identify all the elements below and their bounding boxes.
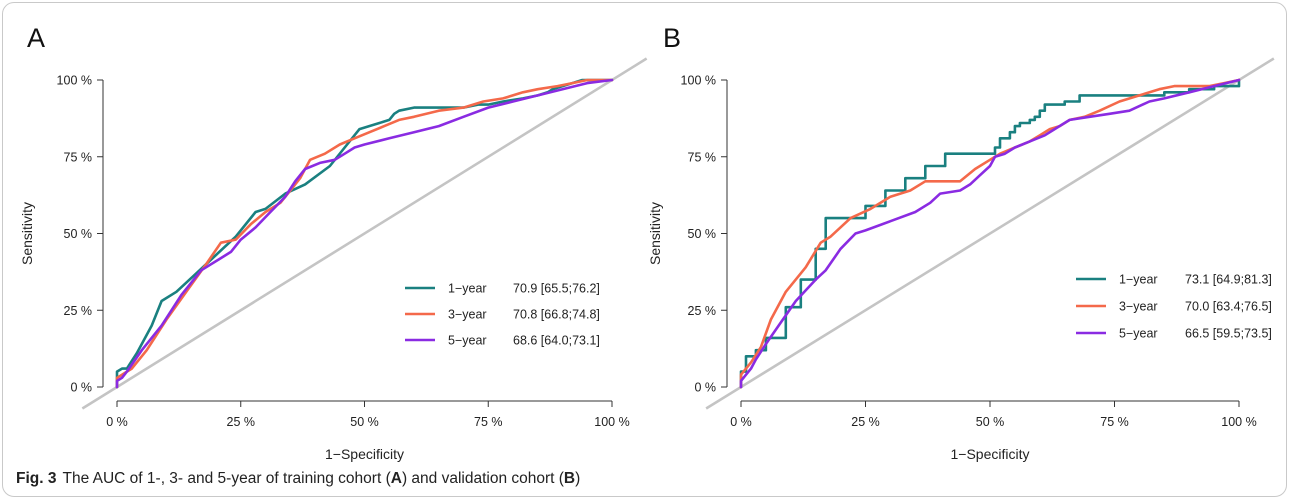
legend-auc-5-year: 68.6 [64.0;73.1] — [513, 334, 600, 348]
legend-auc-3-year: 70.0 [63.4;76.5] — [1185, 300, 1272, 314]
y-tick-label: 50 % — [688, 227, 717, 241]
y-tick-label: 25 % — [688, 304, 717, 318]
caption-bold-a: A — [390, 470, 402, 487]
caption-bold-b: B — [563, 470, 576, 487]
legend-name-5-year: 5−year — [448, 334, 487, 348]
caption-label: Fig. 3 — [16, 470, 57, 487]
panel-letter: B — [663, 23, 681, 53]
figure-caption: Fig. 3 The AUC of 1-, 3- and 5-year of tr… — [16, 470, 580, 488]
roc-curve-3-year — [739, 78, 1241, 389]
x-tick-label: 100 % — [594, 415, 629, 429]
y-tick-label: 25 % — [64, 304, 93, 318]
y-tick-label: 100 % — [681, 74, 716, 88]
y-tick-label: 0 % — [694, 381, 716, 395]
diagonal-reference-line — [81, 57, 648, 410]
caption-text-3: ) — [575, 470, 581, 487]
y-tick-label: 75 % — [64, 150, 93, 164]
legend-name-1-year: 1−year — [448, 282, 487, 296]
x-tick-label: 0 % — [730, 415, 752, 429]
panel-letter: A — [27, 23, 45, 53]
y-axis-label: Sensitivity — [647, 202, 663, 265]
legend-auc-3-year: 70.8 [66.8;74.8] — [513, 308, 600, 322]
caption-text-2: ) and validation cohort ( — [401, 470, 564, 487]
caption-text-1: The AUC of 1-, 3- and 5-year of training… — [62, 470, 391, 487]
roc-curve-1-year — [739, 78, 1241, 389]
roc-curve-5-year — [739, 78, 1241, 389]
legend-name-3-year: 3−year — [448, 308, 487, 322]
legend-auc-5-year: 66.5 [59.5;73.5] — [1185, 327, 1272, 341]
y-axis-label: Sensitivity — [19, 202, 35, 265]
x-tick-label: 50 % — [350, 415, 379, 429]
legend-name-1-year: 1−year — [1119, 273, 1158, 287]
roc-curve-5-year — [115, 78, 614, 389]
legend-auc-1-year: 70.9 [65.5;76.2] — [513, 282, 600, 296]
y-tick-label: 0 % — [70, 381, 92, 395]
y-tick-label: 75 % — [688, 150, 717, 164]
x-axis-label: 1−Specificity — [951, 446, 1030, 462]
x-tick-label: 0 % — [106, 415, 128, 429]
diagonal-reference-line — [705, 57, 1275, 410]
roc-curve-3-year — [115, 78, 614, 389]
panel-a: A 0 % 25 % 50 % 75 % 100 % 0 % 25 % 50 % 75 % 100 … — [19, 23, 648, 462]
x-tick-label: 75 % — [474, 415, 503, 429]
x-tick-label: 75 % — [1100, 415, 1129, 429]
x-axis-label: 1−Specificity — [325, 446, 404, 462]
y-tick-label: 100 % — [57, 74, 92, 88]
x-tick-label: 25 % — [851, 415, 880, 429]
y-tick-label: 50 % — [64, 227, 93, 241]
legend-name-5-year: 5−year — [1119, 327, 1158, 341]
x-tick-label: 100 % — [1221, 415, 1256, 429]
panel-b: B 0 % 25 % 50 % 75 % 100 % 0 % 25 % 50 % 75 % 100 … — [647, 23, 1275, 462]
legend-auc-1-year: 73.1 [64.9;81.3] — [1185, 273, 1272, 287]
x-tick-label: 50 % — [976, 415, 1005, 429]
legend-name-3-year: 3−year — [1119, 300, 1158, 314]
x-tick-label: 25 % — [227, 415, 256, 429]
